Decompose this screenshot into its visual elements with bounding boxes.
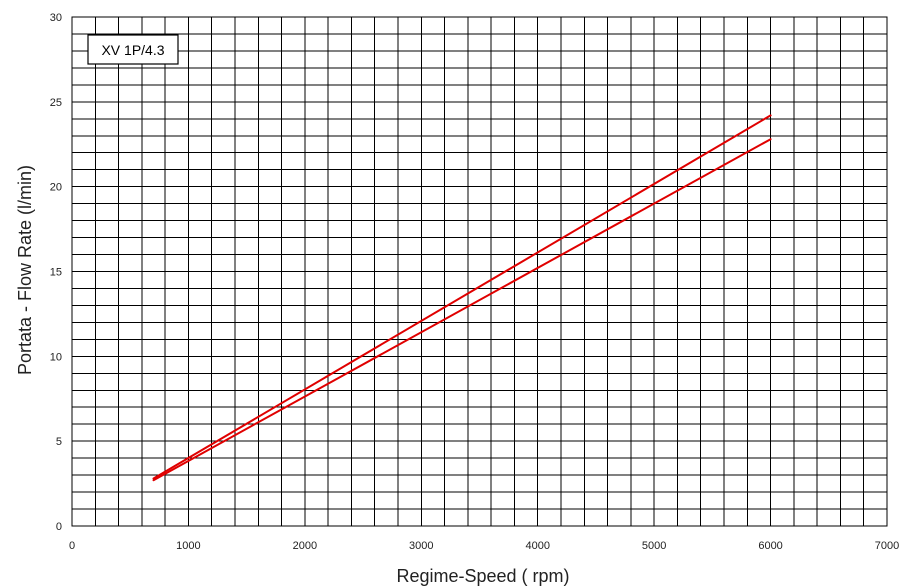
grid (71, 16, 888, 527)
flow-curve-line-1 (152, 114, 772, 480)
x-tick-label: 0 (69, 540, 75, 552)
model-label-box: XV 1P/4.3 (87, 34, 179, 65)
x-tick-label: 4000 (525, 540, 549, 552)
y-tick-label: 0 (56, 521, 62, 533)
flow-curve-line-2 (152, 138, 772, 482)
x-axis-title: Regime-Speed ( rpm) (396, 566, 569, 586)
x-tick-label: 1000 (176, 540, 200, 552)
x-tick-label: 6000 (758, 540, 782, 552)
model-label-frame (87, 34, 179, 65)
series-group (152, 114, 772, 482)
x-tick-label: 5000 (642, 540, 666, 552)
plot-frame (71, 16, 888, 527)
y-tick-label: 20 (50, 182, 62, 194)
x-tick-label: 7000 (875, 540, 899, 552)
y-tick-label: 10 (50, 351, 62, 363)
x-tick-label: 2000 (293, 540, 317, 552)
model-label: XV 1P/4.3 (101, 42, 164, 58)
y-tick-label: 30 (50, 12, 62, 24)
tick-labels: 0 1000 2000 3000 4000 5000 6000 7000 0 5 10 15 20 25 3… (50, 12, 899, 552)
x-tick-label: 3000 (409, 540, 433, 552)
y-axis-title: Portata - Flow Rate (l/min) (15, 165, 35, 375)
y-tick-label: 5 (56, 436, 62, 448)
y-tick-label: 25 (50, 97, 62, 109)
y-tick-label: 15 (50, 267, 62, 279)
